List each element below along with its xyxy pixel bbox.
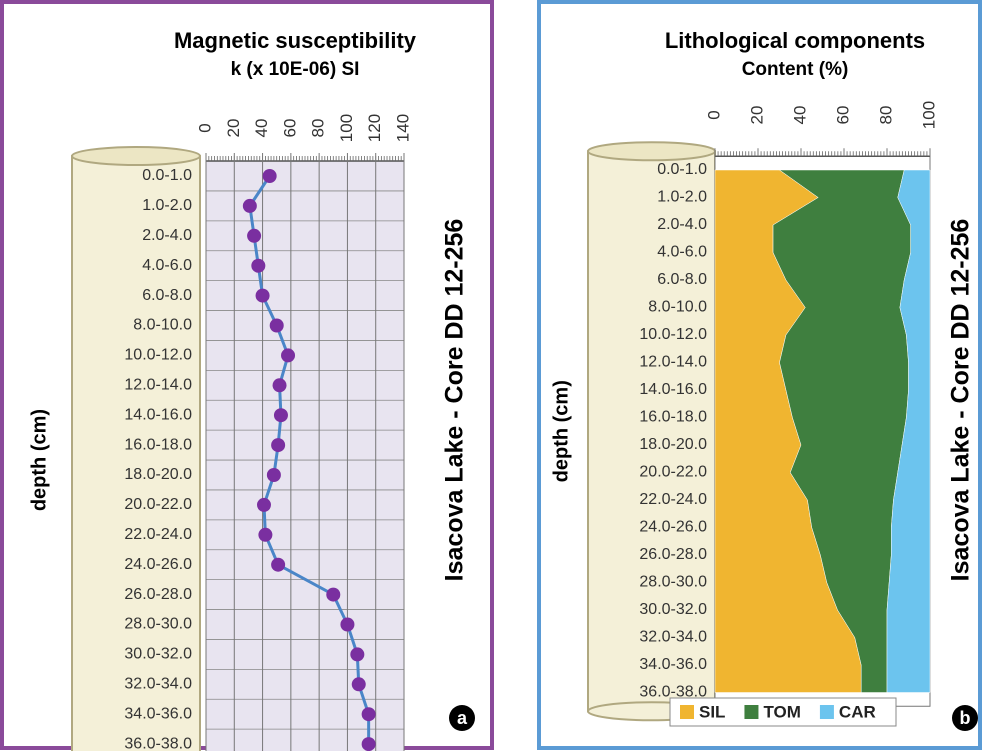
data-point bbox=[326, 588, 340, 602]
category-label: 32.0-34.0 bbox=[639, 629, 707, 646]
x-tick-label: 140 bbox=[393, 114, 412, 142]
category-label: 26.0-28.0 bbox=[639, 546, 707, 563]
side-label: Isacova Lake - Core DD 12-256 bbox=[441, 219, 469, 582]
plot-area bbox=[206, 161, 404, 751]
category-label: 28.0-30.0 bbox=[639, 574, 707, 591]
x-tick-label: 100 bbox=[919, 101, 938, 129]
legend-label: CAR bbox=[839, 702, 876, 721]
category-label: 30.0-32.0 bbox=[124, 646, 192, 663]
data-point bbox=[274, 408, 288, 422]
legend-swatch bbox=[680, 705, 694, 719]
category-label: 24.0-26.0 bbox=[124, 556, 192, 573]
data-point bbox=[267, 468, 281, 482]
data-point bbox=[243, 199, 257, 213]
category-label: 20.0-22.0 bbox=[124, 496, 192, 513]
category-label: 34.0-36.0 bbox=[124, 705, 192, 722]
category-label: 16.0-18.0 bbox=[639, 409, 707, 426]
data-point bbox=[247, 229, 261, 243]
data-point bbox=[273, 378, 287, 392]
x-tick-label: 40 bbox=[790, 106, 809, 125]
category-label: 0.0-1.0 bbox=[142, 167, 192, 184]
core-cylinder-top bbox=[588, 142, 715, 160]
category-label: 6.0-8.0 bbox=[142, 287, 192, 304]
data-point bbox=[251, 259, 265, 273]
x-tick-label: 60 bbox=[280, 119, 299, 138]
core-cylinder-top bbox=[72, 147, 200, 165]
category-label: 22.0-24.0 bbox=[639, 491, 707, 508]
x-tick-label: 20 bbox=[747, 106, 766, 125]
category-label: 18.0-20.0 bbox=[124, 466, 192, 483]
x-tick-label: 40 bbox=[252, 119, 271, 138]
category-label: 20.0-22.0 bbox=[639, 464, 707, 481]
chart-title: Magnetic susceptibility bbox=[174, 28, 417, 53]
category-label: 16.0-18.0 bbox=[124, 436, 192, 453]
x-tick-label: 100 bbox=[337, 114, 356, 142]
legend-label: TOM bbox=[763, 702, 800, 721]
category-label: 1.0-2.0 bbox=[657, 189, 707, 206]
legend-label: SIL bbox=[699, 702, 725, 721]
data-point bbox=[271, 558, 285, 572]
category-label: 2.0-4.0 bbox=[657, 216, 707, 233]
data-point bbox=[340, 618, 354, 632]
category-label: 2.0-4.0 bbox=[142, 227, 192, 244]
data-point bbox=[258, 528, 272, 542]
core-cylinder bbox=[588, 151, 715, 711]
panel-label: b bbox=[960, 708, 971, 728]
category-label: 12.0-14.0 bbox=[639, 354, 707, 371]
category-label: 28.0-30.0 bbox=[124, 616, 192, 633]
category-label: 14.0-16.0 bbox=[124, 406, 192, 423]
category-label: 30.0-32.0 bbox=[639, 601, 707, 618]
category-label: 6.0-8.0 bbox=[657, 271, 707, 288]
category-label: 8.0-10.0 bbox=[133, 317, 192, 334]
side-label: Isacova Lake - Core DD 12-256 bbox=[947, 219, 975, 582]
category-label: 8.0-10.0 bbox=[648, 299, 707, 316]
x-tick-label: 0 bbox=[195, 123, 214, 132]
panel-label: a bbox=[457, 708, 468, 728]
data-point bbox=[362, 737, 376, 751]
data-point bbox=[256, 289, 270, 303]
x-tick-label: 80 bbox=[309, 119, 328, 138]
category-label: 12.0-14.0 bbox=[124, 377, 192, 394]
data-point bbox=[281, 348, 295, 362]
legend-swatch bbox=[744, 705, 758, 719]
legend-swatch bbox=[820, 705, 834, 719]
data-point bbox=[352, 677, 366, 691]
data-point bbox=[271, 438, 285, 452]
category-label: 0.0-1.0 bbox=[657, 161, 707, 178]
category-label: 4.0-6.0 bbox=[142, 257, 192, 274]
data-point bbox=[350, 647, 364, 661]
data-point bbox=[263, 169, 277, 183]
category-label: 14.0-16.0 bbox=[639, 381, 707, 398]
category-label: 24.0-26.0 bbox=[639, 519, 707, 536]
x-tick-label: 20 bbox=[224, 119, 243, 138]
y-axis-label: depth (cm) bbox=[550, 380, 572, 482]
chart-subtitle: k (x 10E-06) SI bbox=[231, 59, 360, 80]
category-label: 36.0-38.0 bbox=[124, 735, 192, 751]
category-label: 10.0-12.0 bbox=[639, 326, 707, 343]
category-label: 32.0-34.0 bbox=[124, 676, 192, 693]
category-label: 26.0-28.0 bbox=[124, 586, 192, 603]
x-tick-label: 80 bbox=[876, 106, 895, 125]
chart-subtitle: Content (%) bbox=[742, 59, 849, 80]
data-point bbox=[362, 707, 376, 721]
category-label: 34.0-36.0 bbox=[639, 656, 707, 673]
data-point bbox=[257, 498, 271, 512]
figure: Magnetic susceptibility k (x 10E-06) SI 0 2… bbox=[0, 0, 982, 751]
category-label: 22.0-24.0 bbox=[124, 526, 192, 543]
category-label: 1.0-2.0 bbox=[142, 197, 192, 214]
x-tick-label: 60 bbox=[833, 106, 852, 125]
x-tick-label: 0 bbox=[704, 110, 723, 119]
category-label: 18.0-20.0 bbox=[639, 436, 707, 453]
data-point bbox=[270, 319, 284, 333]
chart-title: Lithological components bbox=[665, 28, 925, 53]
x-tick-label: 120 bbox=[365, 114, 384, 142]
y-axis-label: depth (cm) bbox=[28, 409, 50, 511]
category-label: 10.0-12.0 bbox=[124, 347, 192, 364]
category-label: 4.0-6.0 bbox=[657, 244, 707, 261]
